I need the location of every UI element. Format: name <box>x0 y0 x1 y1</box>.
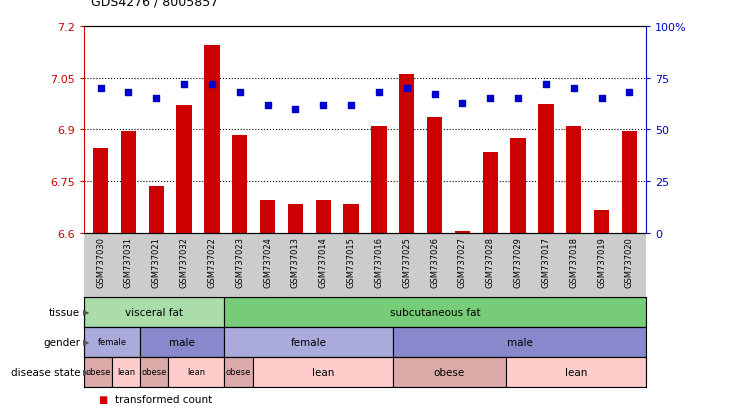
Text: subcutaneous fat: subcutaneous fat <box>390 307 480 317</box>
Text: GDS4276 / 8005857: GDS4276 / 8005857 <box>91 0 218 8</box>
Point <box>623 90 635 96</box>
Text: male: male <box>507 337 532 347</box>
Bar <box>253 357 393 387</box>
Text: gender: gender <box>43 337 80 347</box>
Text: obese: obese <box>434 367 465 377</box>
Point <box>206 81 218 88</box>
Point <box>373 90 385 96</box>
Text: lean: lean <box>188 367 205 376</box>
Bar <box>224 327 393 357</box>
Bar <box>260 201 275 233</box>
Text: tissue: tissue <box>49 307 80 317</box>
Point <box>456 100 468 107</box>
Point <box>568 85 580 92</box>
Bar <box>566 127 581 233</box>
Point <box>540 81 552 88</box>
Bar <box>93 149 108 233</box>
Bar <box>204 46 220 233</box>
Bar <box>427 118 442 233</box>
Text: transformed count: transformed count <box>115 394 212 404</box>
Bar <box>343 204 358 233</box>
Point <box>178 81 190 88</box>
Point <box>290 106 301 113</box>
Point <box>262 102 274 109</box>
Text: lean: lean <box>117 367 135 376</box>
Point <box>596 96 607 102</box>
Point <box>150 96 162 102</box>
Point <box>234 90 245 96</box>
Text: obese: obese <box>226 367 251 376</box>
Text: visceral fat: visceral fat <box>126 307 183 317</box>
Point <box>318 102 329 109</box>
Bar <box>84 297 224 327</box>
Bar <box>594 211 609 233</box>
Text: disease state: disease state <box>11 367 80 377</box>
Bar <box>372 127 387 233</box>
Point <box>401 85 412 92</box>
Bar <box>149 187 164 233</box>
Text: lean: lean <box>564 367 587 377</box>
Bar <box>622 132 637 233</box>
Bar <box>455 232 470 233</box>
Bar <box>168 357 224 387</box>
Bar <box>177 106 192 233</box>
Text: ▶: ▶ <box>83 308 90 317</box>
Point <box>345 102 357 109</box>
Text: lean: lean <box>312 367 334 377</box>
Text: female: female <box>98 337 126 347</box>
Bar <box>224 297 646 327</box>
Text: ▶: ▶ <box>83 337 90 347</box>
Point <box>123 90 134 96</box>
Bar <box>505 357 646 387</box>
Text: female: female <box>291 337 327 347</box>
Bar <box>121 132 136 233</box>
Bar <box>288 204 303 233</box>
Text: ▶: ▶ <box>83 367 90 376</box>
Bar <box>224 357 253 387</box>
Text: obese: obese <box>85 367 111 376</box>
Bar <box>84 327 140 357</box>
Bar <box>510 139 526 233</box>
Bar <box>483 152 498 233</box>
Point <box>512 96 524 102</box>
Bar <box>112 357 140 387</box>
Bar <box>315 201 331 233</box>
Bar <box>232 135 247 233</box>
Bar <box>84 357 112 387</box>
Text: ■: ■ <box>99 394 108 404</box>
Point <box>429 92 440 98</box>
Bar <box>140 357 168 387</box>
Text: male: male <box>169 337 195 347</box>
Bar <box>393 357 505 387</box>
Bar <box>140 327 225 357</box>
Bar <box>399 75 415 233</box>
Point <box>95 85 107 92</box>
Bar <box>538 104 553 233</box>
Point <box>485 96 496 102</box>
Text: obese: obese <box>142 367 167 376</box>
Bar <box>393 327 646 357</box>
